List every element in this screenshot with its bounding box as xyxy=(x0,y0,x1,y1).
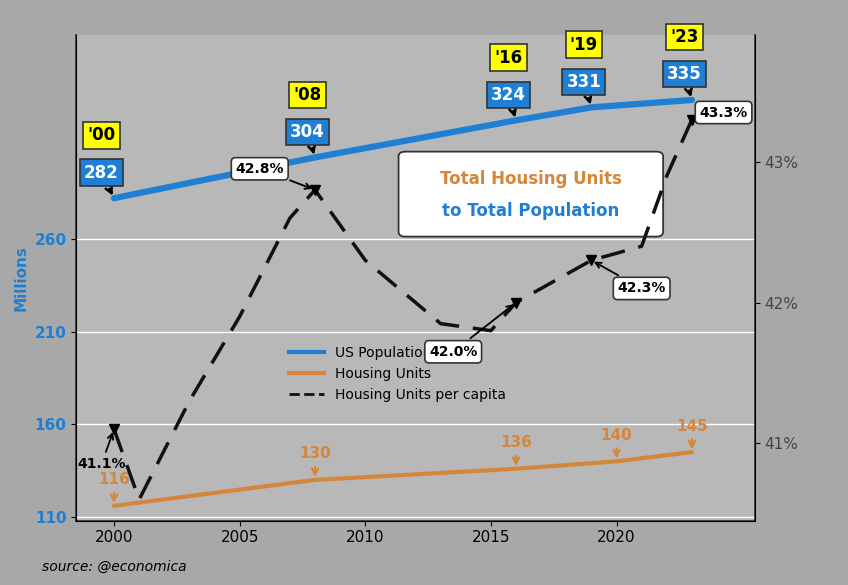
Text: 304: 304 xyxy=(290,123,325,152)
Text: '00: '00 xyxy=(87,126,115,144)
Text: '08: '08 xyxy=(293,85,321,104)
Text: 42.0%: 42.0% xyxy=(429,305,512,359)
Y-axis label: Millions: Millions xyxy=(14,245,29,311)
Text: 335: 335 xyxy=(667,66,702,95)
Text: '19: '19 xyxy=(570,36,598,54)
Text: 145: 145 xyxy=(676,418,708,447)
FancyBboxPatch shape xyxy=(399,152,663,236)
Text: 43.3%: 43.3% xyxy=(700,105,748,119)
Text: Total Housing Units: Total Housing Units xyxy=(440,170,622,188)
Text: 331: 331 xyxy=(566,73,601,102)
Text: '23: '23 xyxy=(670,28,699,46)
Text: source: @economica: source: @economica xyxy=(42,559,187,573)
Text: to Total Population: to Total Population xyxy=(442,202,620,220)
Text: 130: 130 xyxy=(299,446,331,474)
Text: 42.8%: 42.8% xyxy=(236,162,310,189)
Text: 140: 140 xyxy=(600,428,633,456)
Text: 324: 324 xyxy=(491,85,526,115)
Text: 116: 116 xyxy=(98,472,130,501)
Text: '16: '16 xyxy=(494,49,522,67)
Text: 41.1%: 41.1% xyxy=(77,433,126,472)
Legend: US Population, Housing Units, Housing Units per capita: US Population, Housing Units, Housing Un… xyxy=(283,340,511,408)
Text: 136: 136 xyxy=(500,435,532,463)
Text: 42.3%: 42.3% xyxy=(595,263,666,295)
Text: 282: 282 xyxy=(84,163,119,193)
